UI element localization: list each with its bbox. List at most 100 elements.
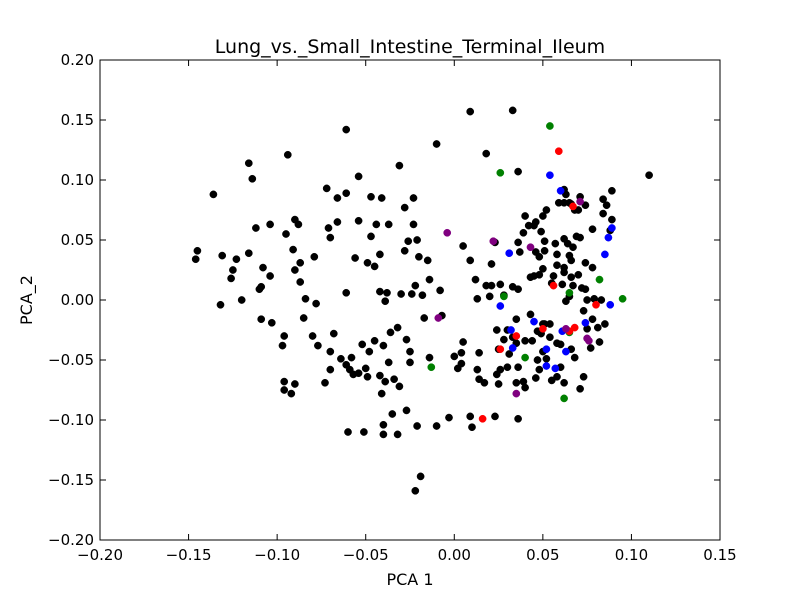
data-point — [425, 275, 434, 284]
data-point — [567, 256, 576, 265]
data-point — [576, 197, 584, 206]
data-point — [535, 365, 544, 374]
data-point — [570, 353, 579, 362]
data-point — [519, 228, 528, 237]
data-point — [345, 365, 354, 374]
data-point — [542, 345, 551, 354]
data-point — [342, 288, 351, 297]
data-point — [475, 348, 483, 357]
data-point — [280, 386, 289, 394]
data-point — [407, 290, 416, 298]
data-point — [554, 147, 563, 156]
plot-frame — [99, 59, 721, 541]
data-point — [434, 314, 443, 322]
data-point — [514, 414, 522, 423]
data-point — [473, 365, 482, 374]
data-point — [478, 414, 487, 423]
data-point — [402, 335, 411, 344]
data-point — [321, 378, 329, 387]
data-point — [500, 292, 508, 301]
data-point — [606, 300, 615, 309]
data-point — [418, 291, 427, 300]
data-point — [393, 323, 402, 332]
data-point — [363, 258, 372, 267]
data-point — [280, 377, 289, 386]
data-point — [485, 292, 494, 301]
y-tick-label: 0.20 — [61, 51, 94, 69]
data-point — [351, 254, 359, 262]
x-tick-label: 0.10 — [615, 546, 648, 564]
data-point — [492, 326, 501, 334]
data-point — [570, 323, 579, 332]
y-tick-label: 0.15 — [61, 111, 94, 129]
data-point — [308, 332, 317, 340]
data-point — [367, 192, 375, 201]
data-point — [376, 287, 384, 296]
data-point — [347, 353, 356, 362]
data-point — [244, 249, 253, 258]
data-point — [562, 324, 570, 333]
data-point — [581, 258, 590, 267]
data-point — [450, 352, 459, 361]
data-point — [583, 296, 591, 304]
data-point — [553, 261, 561, 270]
data-point — [475, 375, 483, 384]
data-point — [333, 218, 342, 226]
data-point — [232, 255, 241, 264]
data-point — [581, 285, 590, 294]
data-point — [333, 194, 342, 202]
data-point — [645, 171, 653, 180]
data-point — [554, 198, 563, 207]
data-point — [473, 294, 482, 303]
data-point — [569, 202, 577, 211]
data-point — [229, 266, 237, 274]
data-point — [487, 260, 496, 268]
data-point — [515, 248, 524, 256]
y-tick-label: 0.10 — [61, 171, 94, 189]
data-point — [546, 171, 554, 180]
data-point — [496, 345, 505, 354]
data-point — [296, 278, 305, 286]
data-points — [191, 106, 653, 495]
data-point — [512, 389, 521, 398]
data-point — [209, 190, 218, 199]
data-point — [409, 194, 418, 202]
data-point — [301, 294, 310, 303]
data-point — [597, 296, 606, 304]
data-point — [390, 375, 398, 384]
y-tick-label: −0.15 — [48, 471, 94, 489]
data-point — [560, 263, 568, 272]
data-point — [535, 270, 544, 279]
data-point — [381, 297, 390, 306]
data-point — [314, 341, 322, 350]
data-point — [466, 107, 475, 116]
axis-ticks: −0.20 −0.15 −0.10 −0.05 0.00 0.05 0.10 0.15 −0.2… — [48, 51, 737, 564]
data-point — [459, 242, 467, 250]
data-point — [533, 356, 542, 364]
data-point — [579, 372, 588, 381]
data-point — [393, 430, 402, 439]
data-point — [397, 290, 405, 298]
data-point — [266, 272, 274, 280]
data-point — [560, 378, 568, 387]
data-point — [530, 317, 538, 326]
data-point — [514, 238, 522, 247]
data-point — [289, 245, 297, 254]
data-point — [588, 225, 597, 234]
data-point — [562, 347, 570, 356]
data-point — [585, 336, 593, 345]
data-point — [370, 262, 379, 271]
data-point — [395, 382, 404, 391]
data-point — [595, 338, 604, 346]
data-point — [291, 266, 299, 274]
data-point — [514, 167, 522, 176]
data-point — [588, 315, 597, 324]
data-point — [342, 125, 351, 134]
data-point — [468, 423, 476, 432]
data-point — [567, 273, 576, 282]
data-point — [415, 252, 423, 261]
data-point — [344, 428, 352, 436]
data-point — [381, 377, 390, 386]
data-point — [420, 314, 429, 322]
data-point — [553, 250, 561, 259]
